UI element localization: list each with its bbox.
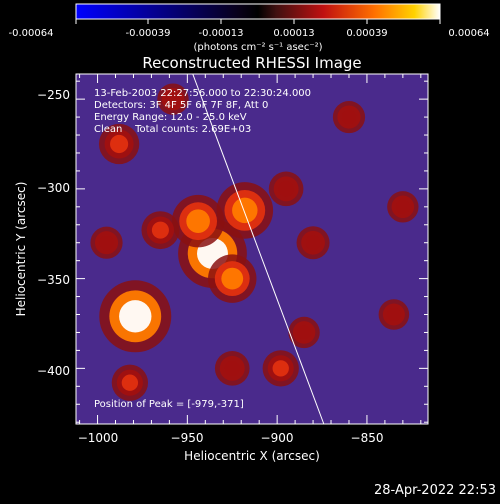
y-tick-label-2: −350 bbox=[37, 273, 70, 287]
heatmap-source-15-layer-2 bbox=[387, 307, 401, 322]
heatmap-source-16-layer-2 bbox=[224, 360, 241, 377]
colorbar-tick-label-4: 0.00039 bbox=[346, 28, 387, 39]
heatmap-source-7-layer-2 bbox=[99, 235, 114, 250]
info-time: 13-Feb-2003 22:27:56.000 to 22:30:24.000 bbox=[94, 88, 311, 99]
heatmap-source-13-layer-2 bbox=[341, 109, 357, 125]
info-detectors: Detectors: 3F 4F 5F 6F 7F 8F, Att 0 bbox=[94, 100, 268, 111]
colorbar-tick-label-1: -0.00039 bbox=[126, 28, 171, 39]
x-tick-label-0: −1000 bbox=[78, 431, 119, 445]
plot-frame bbox=[75, 73, 429, 425]
heatmap-source-1-layer-2 bbox=[232, 197, 258, 224]
heatmap-source-8-layer-2 bbox=[121, 374, 139, 391]
x-tick-label-2: −900 bbox=[261, 431, 294, 445]
colorbar-tick-label-5: 0.00064 bbox=[448, 28, 489, 39]
info-energy: Energy Range: 12.0 - 25.0 keV bbox=[94, 112, 247, 123]
heatmap-source-12-layer-2 bbox=[272, 360, 289, 377]
heatmap-source-10-layer-2 bbox=[305, 235, 321, 251]
y-axis-label: Heliocentric Y (arcsec) bbox=[14, 182, 28, 317]
colorbar-tick-label-3: 0.00013 bbox=[273, 28, 314, 39]
y-tick-label-3: −400 bbox=[37, 364, 70, 378]
solar-limb-line bbox=[192, 74, 325, 424]
heatmap-source-14-layer-2 bbox=[395, 199, 410, 214]
colorbar-ticks bbox=[75, 19, 441, 24]
chart-title: Reconstructed RHESSI Image bbox=[142, 54, 361, 72]
heatmap-source-17-layer-2 bbox=[165, 92, 181, 107]
heatmap-sources bbox=[90, 83, 419, 401]
y-tick-label-1: −300 bbox=[37, 181, 70, 195]
heatmap-source-4-layer-2 bbox=[119, 300, 152, 333]
heatmap-source-2-layer-2 bbox=[186, 209, 210, 233]
x-tick-label-3: −850 bbox=[351, 431, 384, 445]
x-axis-label: Heliocentric X (arcsec) bbox=[184, 449, 320, 463]
colorbar-tick-label-2: -0.00013 bbox=[199, 28, 244, 39]
colorbar bbox=[75, 3, 441, 20]
info-clean: Clean Total counts: 2.69E+03 bbox=[94, 124, 251, 135]
colorbar-units: (photons cm⁻² s⁻¹ asec⁻²) bbox=[193, 42, 322, 53]
colorbar-tick-label-0: -0.00064 bbox=[9, 28, 54, 39]
x-tick-label-1: −950 bbox=[171, 431, 204, 445]
y-tick-label-0: −250 bbox=[37, 88, 70, 102]
info-peak: Position of Peak = [-979,-371] bbox=[94, 399, 244, 410]
heatmap-source-6-layer-2 bbox=[110, 134, 129, 154]
heatmap-source-5-layer-2 bbox=[151, 221, 169, 239]
heatmap-source-3-layer-2 bbox=[221, 267, 244, 290]
footer-date: 28-Apr-2022 22:53 bbox=[374, 483, 496, 498]
heatmap-source-11-layer-2 bbox=[297, 325, 312, 340]
axis-ticks bbox=[76, 74, 428, 424]
heatmap-source-9-layer-2 bbox=[278, 181, 294, 197]
